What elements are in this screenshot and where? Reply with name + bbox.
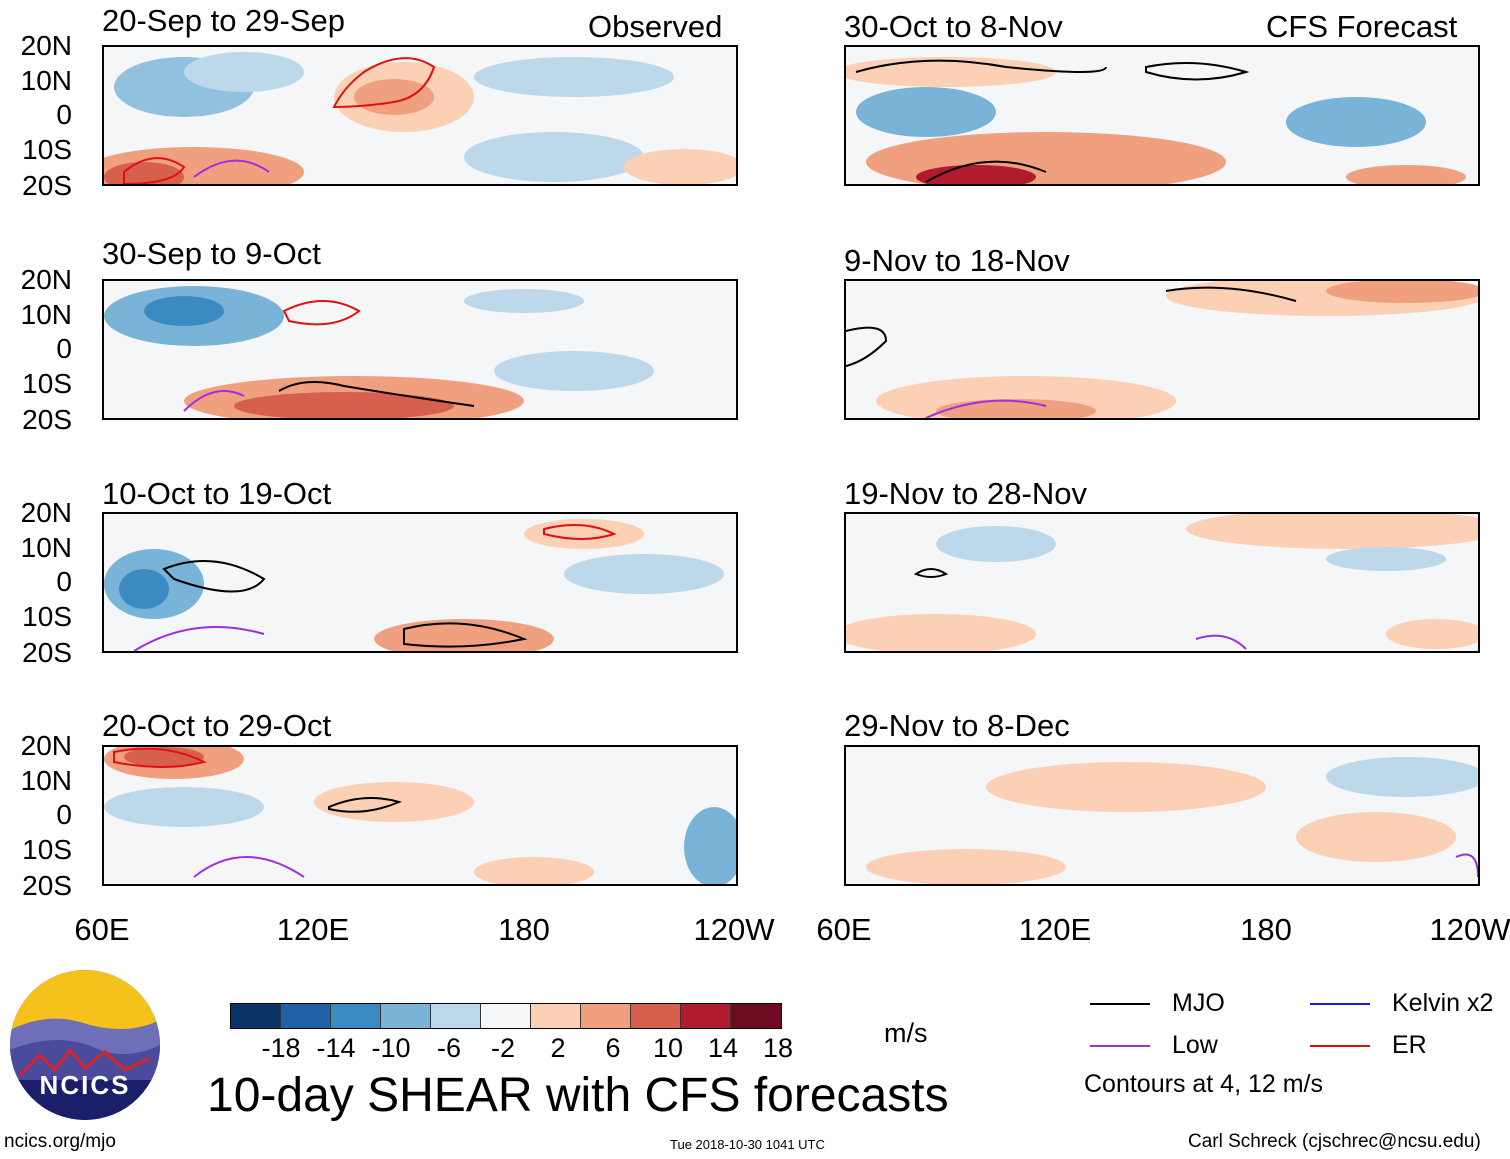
colorbar-swatch bbox=[481, 1004, 531, 1028]
lon-label: 180 bbox=[498, 912, 550, 947]
colorbar-tick: 18 bbox=[762, 1033, 794, 1063]
colorbar-swatch bbox=[231, 1004, 281, 1028]
legend-line-mjo bbox=[1090, 1003, 1150, 1005]
panel-title-fc-3: 19-Nov to 28-Nov bbox=[844, 476, 1087, 511]
colorbar-tick: -18 bbox=[261, 1033, 301, 1063]
lat-label: 20N bbox=[20, 730, 72, 761]
colorbar-swatch bbox=[331, 1004, 381, 1028]
panel-title-obs-1: 20-Sep to 29-Sep bbox=[102, 3, 346, 38]
lat-label: 10N bbox=[20, 299, 72, 330]
shear-field-fc-3 bbox=[846, 514, 1478, 651]
legend-label-kelvin: Kelvin x2 bbox=[1392, 989, 1494, 1017]
shear-field-obs-2 bbox=[104, 281, 736, 418]
shear-field-fc-2 bbox=[846, 281, 1478, 418]
contour-note: Contours at 4, 12 m/s bbox=[1084, 1070, 1324, 1098]
colorbar-tick: -10 bbox=[371, 1033, 411, 1063]
lat-label: 20S bbox=[22, 404, 72, 435]
shear-field-obs-1 bbox=[104, 47, 736, 184]
colorbar-swatch bbox=[281, 1004, 331, 1028]
lat-label: 20N bbox=[20, 497, 72, 528]
colorbar-swatch bbox=[381, 1004, 431, 1028]
colorbar-tick: -2 bbox=[490, 1033, 516, 1063]
colorbar-tick: 6 bbox=[605, 1033, 621, 1063]
logo-text: NCICS bbox=[39, 1070, 131, 1100]
lon-label: 120E bbox=[1018, 912, 1092, 947]
lon-label: 180 bbox=[1240, 912, 1292, 947]
map-panel-fc-1 bbox=[844, 45, 1480, 186]
colorbar-tick: -14 bbox=[316, 1033, 356, 1063]
legend-label-er: ER bbox=[1392, 1031, 1427, 1059]
panel-title-obs-3: 10-Oct to 19-Oct bbox=[102, 476, 332, 511]
map-panel-obs-4 bbox=[102, 745, 738, 886]
lon-label: 60E bbox=[74, 912, 130, 947]
shear-field-obs-4 bbox=[104, 747, 736, 884]
legend-line-er bbox=[1310, 1045, 1370, 1047]
colorbar-swatch bbox=[731, 1004, 781, 1028]
colorbar-tick: 14 bbox=[707, 1033, 739, 1063]
lon-label: 120E bbox=[276, 912, 350, 947]
colorbar-swatch bbox=[431, 1004, 481, 1028]
lon-label: 120W bbox=[693, 912, 775, 947]
lon-label: 60E bbox=[816, 912, 872, 947]
colorbar-tick: 10 bbox=[652, 1033, 684, 1063]
lat-label: 20N bbox=[20, 264, 72, 295]
legend-line-kelvin bbox=[1310, 1003, 1370, 1005]
footer-timestamp: Tue 2018-10-30 1041 UTC bbox=[670, 1137, 825, 1152]
legend-label-low: Low bbox=[1172, 1031, 1218, 1059]
panel-title-fc-1: 30-Oct to 8-Nov bbox=[844, 9, 1063, 44]
lat-label: 10S bbox=[22, 368, 72, 399]
lat-label: 0 bbox=[56, 99, 72, 130]
lat-label: 20S bbox=[22, 170, 72, 201]
colorbar-tick: -6 bbox=[436, 1033, 462, 1063]
forecast-header: CFS Forecast bbox=[1266, 9, 1458, 44]
lat-label: 0 bbox=[56, 566, 72, 597]
map-panel-obs-1 bbox=[102, 45, 738, 186]
legend-label-mjo: MJO bbox=[1172, 989, 1225, 1017]
lat-label: 10N bbox=[20, 532, 72, 563]
footer-url: ncics.org/mjo bbox=[4, 1131, 116, 1152]
panel-title-obs-2: 30-Sep to 9-Oct bbox=[102, 236, 321, 271]
lat-label: 20S bbox=[22, 637, 72, 668]
colorbar-tick: 2 bbox=[550, 1033, 566, 1063]
lon-label: 120W bbox=[1429, 912, 1510, 947]
lat-label: 10S bbox=[22, 834, 72, 865]
observed-header: Observed bbox=[588, 9, 723, 44]
map-panel-obs-3 bbox=[102, 512, 738, 653]
colorbar-swatch bbox=[681, 1004, 731, 1028]
lat-label: 10N bbox=[20, 65, 72, 96]
units-label: m/s bbox=[884, 1018, 928, 1048]
lat-label: 20S bbox=[22, 870, 72, 901]
colorbar-swatch bbox=[531, 1004, 581, 1028]
shear-field-fc-4 bbox=[846, 747, 1478, 884]
panel-title-fc-4: 29-Nov to 8-Dec bbox=[844, 708, 1070, 743]
figure-title: 10-day SHEAR with CFS forecasts bbox=[207, 1069, 949, 1122]
colorbar-swatch bbox=[581, 1004, 631, 1028]
colorbar bbox=[230, 1003, 782, 1029]
lat-label: 20N bbox=[20, 30, 72, 61]
lat-label: 0 bbox=[56, 333, 72, 364]
shear-field-fc-1 bbox=[846, 47, 1478, 184]
map-panel-fc-4 bbox=[844, 745, 1480, 886]
map-panel-obs-2 bbox=[102, 279, 738, 420]
colorbar-swatch bbox=[631, 1004, 681, 1028]
shear-field-obs-3 bbox=[104, 514, 736, 651]
ncics-logo: NCICS bbox=[10, 970, 160, 1120]
footer-author: Carl Schreck (cjschrec@ncsu.edu) bbox=[1188, 1131, 1481, 1152]
panel-title-fc-2: 9-Nov to 18-Nov bbox=[844, 243, 1070, 278]
map-panel-fc-2 bbox=[844, 279, 1480, 420]
legend-line-low bbox=[1090, 1045, 1150, 1047]
panel-title-obs-4: 20-Oct to 29-Oct bbox=[102, 708, 332, 743]
lat-label: 0 bbox=[56, 799, 72, 830]
lat-label: 10N bbox=[20, 765, 72, 796]
lat-label: 10S bbox=[22, 134, 72, 165]
lat-label: 10S bbox=[22, 601, 72, 632]
map-panel-fc-3 bbox=[844, 512, 1480, 653]
